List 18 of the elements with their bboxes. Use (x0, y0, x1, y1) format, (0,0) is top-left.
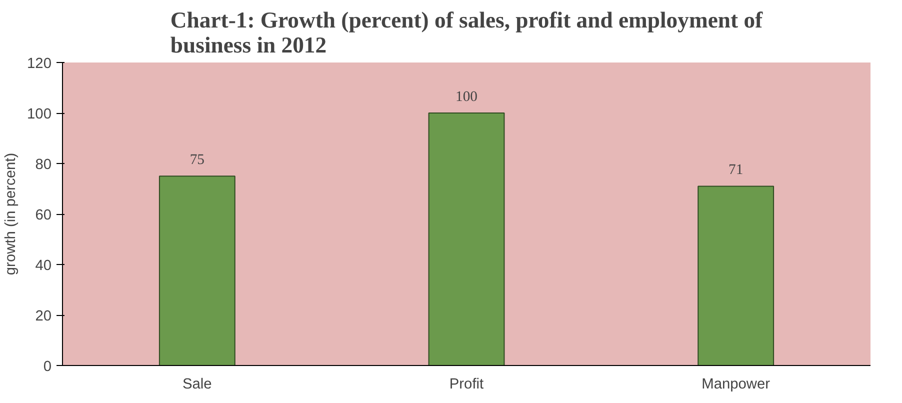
y-tick-label: 100 (27, 106, 52, 122)
x-tick-label: Profit (449, 376, 484, 392)
y-tick-label: 60 (35, 208, 52, 224)
y-tick-label: 120 (27, 56, 52, 72)
data-label: 75 (190, 152, 204, 168)
y-tick-label: 0 (43, 359, 52, 375)
bar (158, 176, 236, 366)
y-tick-label: 20 (35, 308, 52, 324)
y-tick-label: 80 (35, 157, 52, 173)
x-tick-label: Sale (182, 376, 212, 392)
bar (698, 186, 774, 366)
y-axis-title: growth (in percent) (3, 152, 20, 276)
bar (428, 112, 505, 366)
y-tick-label: 40 (35, 258, 52, 274)
x-tick-label: Manpower (702, 376, 770, 392)
data-label: 71 (728, 162, 744, 178)
data-label: 100 (456, 89, 478, 105)
chart-title: Chart-1: Growth (percent) of sales, profit and employment of business in 2012 (170, 8, 764, 58)
